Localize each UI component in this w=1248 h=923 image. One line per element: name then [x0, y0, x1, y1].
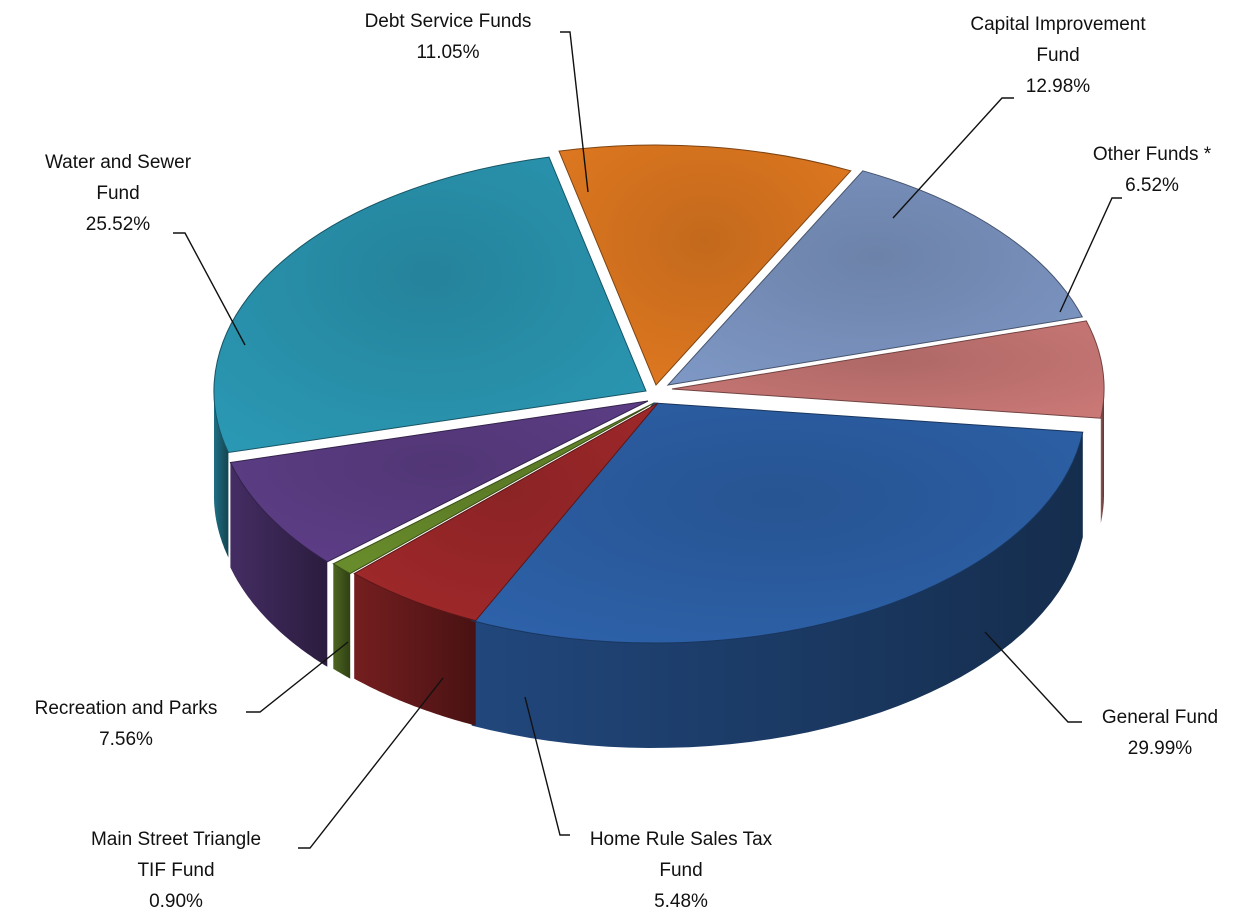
- slice-name-label: Fund: [659, 860, 702, 881]
- slice-name-label: Water and Sewer: [45, 152, 192, 173]
- slice-percent-label: 0.90%: [149, 891, 203, 912]
- pie-slice: [213, 156, 647, 454]
- pie-slice-side: [230, 462, 328, 667]
- slice-name-label: Home Rule Sales Tax: [590, 829, 773, 850]
- pie-slice: [671, 320, 1105, 419]
- slice-name-label: Other Funds *: [1093, 144, 1212, 165]
- pie-slice-side: [471, 432, 1083, 748]
- pie-slice-side: [1100, 389, 1104, 524]
- slice-name-label: Capital Improvement: [970, 14, 1146, 35]
- slice-percent-label: 12.98%: [1026, 76, 1091, 97]
- slice-percent-label: 7.56%: [99, 729, 153, 750]
- slice-percent-label: 11.05%: [416, 42, 479, 63]
- pie-slice-side: [333, 563, 351, 679]
- slice-percent-label: 6.52%: [1125, 175, 1179, 196]
- leader-line: [173, 232, 246, 346]
- data-labels: General Fund 29.99% Home Rule Sales Tax Fun…: [35, 11, 1218, 912]
- slice-name-label: Recreation and Parks: [35, 698, 218, 719]
- slice-percent-label: 5.48%: [654, 891, 708, 912]
- slice-name-label: Fund: [96, 183, 139, 204]
- leader-line: [984, 631, 1082, 723]
- slice-name-label: Debt Service Funds: [365, 11, 532, 32]
- pie-slice: [666, 170, 1084, 386]
- slice-percent-label: 29.99%: [1128, 738, 1193, 759]
- pie-slice: [229, 400, 649, 563]
- pie-slice-side: [214, 391, 229, 558]
- slice-name-label: Main Street Triangle: [91, 829, 261, 850]
- pie-slice: [470, 402, 1084, 644]
- slice-percent-label: 25.52%: [86, 214, 151, 235]
- leader-line: [246, 641, 349, 713]
- pie-slice-side: [354, 573, 476, 726]
- leader-line: [298, 677, 444, 849]
- pie-slice: [353, 402, 659, 622]
- leader-line: [1059, 197, 1122, 313]
- slice-name-label: General Fund: [1102, 707, 1218, 728]
- pie-slice-sides: [214, 389, 1104, 748]
- leader-line: [560, 31, 589, 193]
- pie-slice: [332, 402, 655, 575]
- pie-slice: [558, 144, 852, 386]
- slice-name-label: TIF Fund: [137, 860, 214, 881]
- leader-lines: [173, 31, 1122, 849]
- slice-name-label: Fund: [1036, 45, 1079, 66]
- leader-line: [892, 97, 1014, 219]
- leader-line: [524, 696, 570, 836]
- pie-slice-tops: [213, 144, 1105, 644]
